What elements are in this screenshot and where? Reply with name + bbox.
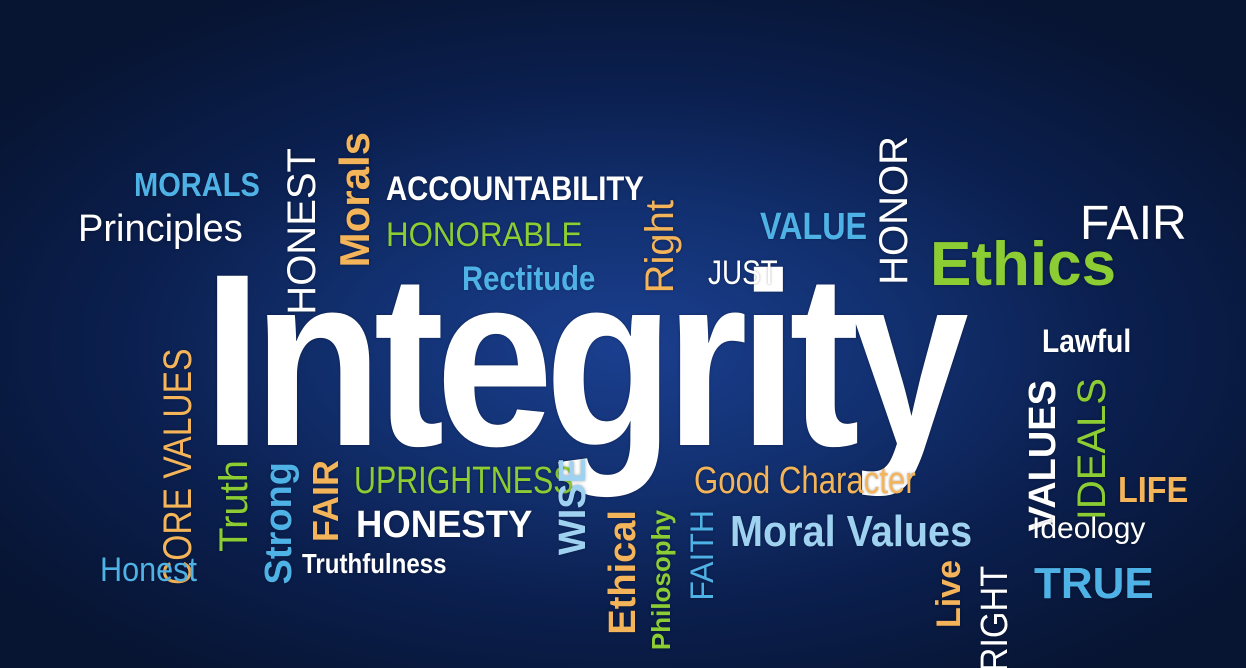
word-integrity: Integrity — [203, 223, 969, 498]
word-true: TRUE — [1034, 559, 1154, 608]
word-good-character: Good Character — [694, 460, 916, 502]
word-life: LIFE — [1118, 469, 1189, 510]
word-strong: Strong — [258, 462, 300, 585]
word-ideology: Ideology — [1032, 512, 1146, 545]
word-honest-caps: HONEST — [280, 148, 324, 315]
word-morals-caps: MORALS — [134, 166, 260, 203]
word-wise: WISE — [552, 458, 594, 556]
word-truth: Truth — [212, 460, 256, 552]
word-morals: Morals — [331, 132, 378, 268]
word-lawful: Lawful — [1042, 323, 1132, 359]
word-honest: Honest — [100, 551, 197, 589]
word-uprightness: UPRIGHTNESS — [354, 460, 574, 502]
word-rectitude: Rectitude — [462, 260, 596, 298]
word-ideals: IDEALS — [1070, 378, 1114, 521]
word-ethical: Ethical — [602, 510, 644, 635]
word-honor: HONOR — [872, 136, 916, 285]
word-right-caps: RIGHT — [974, 565, 1016, 668]
word-values: VALUES — [1022, 380, 1064, 532]
word-truthfulness: Truthfulness — [302, 548, 447, 579]
word-accountability: ACCOUNTABILITY — [386, 170, 644, 208]
word-just: JUST — [708, 254, 778, 292]
word-live: Live — [930, 560, 968, 629]
word-ethics: Ethics — [930, 230, 1117, 299]
word-honorable: HONORABLE — [386, 216, 583, 254]
word-philosophy: Philosophy — [646, 510, 676, 651]
word-fair-caps: FAIR — [1080, 197, 1187, 250]
word-core-values: CORE VALUES — [156, 348, 200, 586]
word-right: Right — [638, 200, 682, 294]
word-principles: Principles — [78, 208, 243, 250]
word-fair-orange: FAIR — [305, 460, 346, 543]
word-value: VALUE — [760, 206, 868, 248]
word-moral-values: Moral Values — [730, 507, 973, 556]
word-honesty: HONESTY — [356, 504, 533, 546]
word-faith: FAITH — [684, 510, 720, 601]
